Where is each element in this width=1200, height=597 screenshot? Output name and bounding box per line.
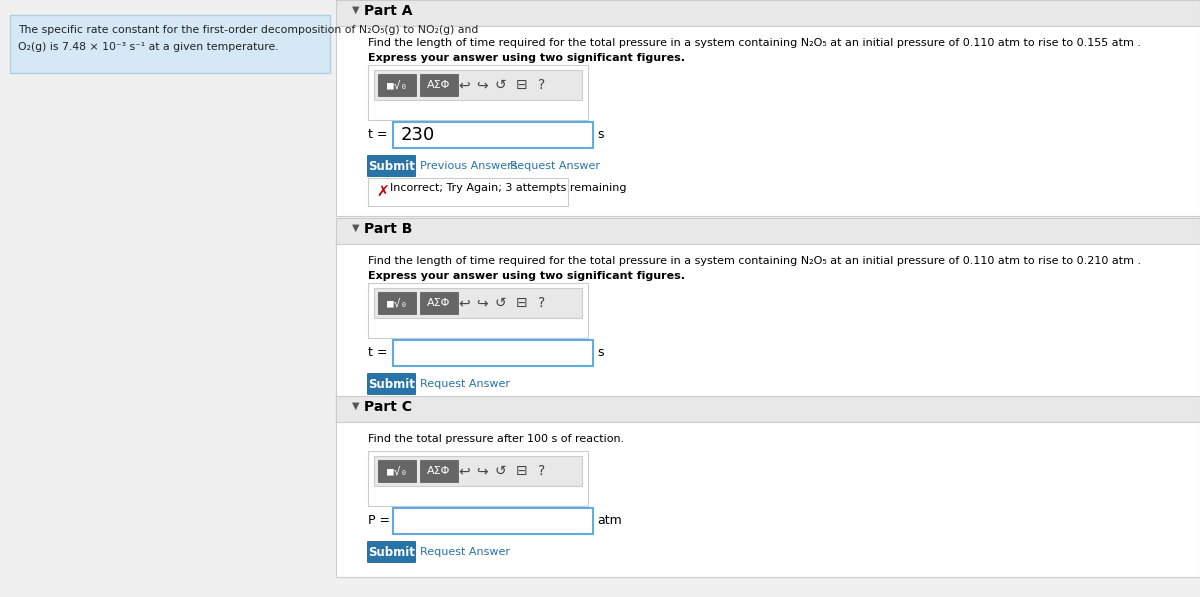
Text: O₂(g) is 7.48 × 10⁻³ s⁻¹ at a given temperature.: O₂(g) is 7.48 × 10⁻³ s⁻¹ at a given temp… (18, 42, 278, 52)
Text: Submit: Submit (368, 546, 415, 559)
Text: t =: t = (368, 346, 388, 359)
Bar (336, 26, 1200, 216)
Bar (394, 508, 593, 534)
Text: Find the length of time required for the total pressure in a system containing N: Find the length of time required for the… (368, 38, 1141, 48)
FancyBboxPatch shape (367, 373, 416, 395)
Text: atm: atm (598, 515, 622, 528)
Text: Part A: Part A (364, 4, 413, 18)
Text: Request Answer: Request Answer (420, 379, 510, 389)
Text: Request Answer: Request Answer (420, 547, 510, 557)
Text: ⊟: ⊟ (516, 296, 528, 310)
Text: ■√₀: ■√₀ (386, 80, 407, 90)
Text: ✗: ✗ (376, 184, 389, 199)
Text: Find the total pressure after 100 s of reaction.: Find the total pressure after 100 s of r… (368, 434, 624, 444)
Text: Express your answer using two significant figures.: Express your answer using two significan… (368, 271, 685, 281)
Text: ⊟: ⊟ (516, 78, 528, 92)
Text: ⊟: ⊟ (516, 464, 528, 478)
Text: ↺: ↺ (494, 464, 506, 478)
Bar (374, 288, 582, 318)
Bar (420, 292, 458, 314)
Bar (374, 70, 582, 100)
Bar (378, 74, 416, 96)
Bar (336, 218, 1200, 244)
Text: ▼: ▼ (352, 5, 360, 15)
Bar (420, 74, 458, 96)
Text: ↩: ↩ (458, 464, 470, 478)
Bar (10, 15, 330, 73)
Text: AΣΦ: AΣΦ (427, 298, 451, 308)
Text: t =: t = (368, 128, 388, 141)
Bar (368, 178, 568, 206)
Bar (374, 456, 582, 486)
Text: ▼: ▼ (352, 223, 360, 233)
Text: Previous Answers: Previous Answers (420, 161, 517, 171)
Bar (336, 0, 1200, 26)
Text: The specific rate constant for the first-order decomposition of N₂O₅(g) to NO₂(g: The specific rate constant for the first… (18, 25, 479, 35)
Bar (394, 340, 593, 366)
Bar (368, 65, 588, 120)
Text: Submit: Submit (368, 159, 415, 173)
Text: Incorrect; Try Again; 3 attempts remaining: Incorrect; Try Again; 3 attempts remaini… (390, 183, 626, 193)
FancyBboxPatch shape (367, 541, 416, 563)
Bar (420, 460, 458, 482)
Text: ?: ? (539, 464, 546, 478)
Text: ?: ? (539, 296, 546, 310)
Text: ↺: ↺ (494, 78, 506, 92)
Text: Request Answer: Request Answer (510, 161, 600, 171)
Bar (336, 244, 1200, 414)
Text: Express your answer using two significant figures.: Express your answer using two significan… (368, 53, 685, 63)
Bar (368, 451, 588, 506)
Text: s: s (598, 346, 604, 359)
Bar (368, 283, 588, 338)
Text: ↩: ↩ (458, 296, 470, 310)
Bar (336, 396, 1200, 422)
Text: 230: 230 (401, 126, 436, 144)
Text: ?: ? (539, 78, 546, 92)
Text: ↪: ↪ (476, 296, 488, 310)
Bar (378, 460, 416, 482)
Text: ↺: ↺ (494, 296, 506, 310)
Text: P =: P = (368, 515, 390, 528)
Text: AΣΦ: AΣΦ (427, 80, 451, 90)
Text: ↪: ↪ (476, 464, 488, 478)
Text: Find the length of time required for the total pressure in a system containing N: Find the length of time required for the… (368, 256, 1141, 266)
Text: ↪: ↪ (476, 78, 488, 92)
Text: ▼: ▼ (352, 401, 360, 411)
Text: ↩: ↩ (458, 78, 470, 92)
Text: AΣΦ: AΣΦ (427, 466, 451, 476)
Bar (378, 292, 416, 314)
Text: Part C: Part C (364, 400, 412, 414)
Text: ■√₀: ■√₀ (386, 466, 407, 476)
Bar (336, 422, 1200, 577)
Text: ■√₀: ■√₀ (386, 298, 407, 308)
Bar (394, 122, 593, 148)
Text: s: s (598, 128, 604, 141)
Text: Part B: Part B (364, 222, 413, 236)
FancyBboxPatch shape (367, 155, 416, 177)
Text: Submit: Submit (368, 377, 415, 390)
